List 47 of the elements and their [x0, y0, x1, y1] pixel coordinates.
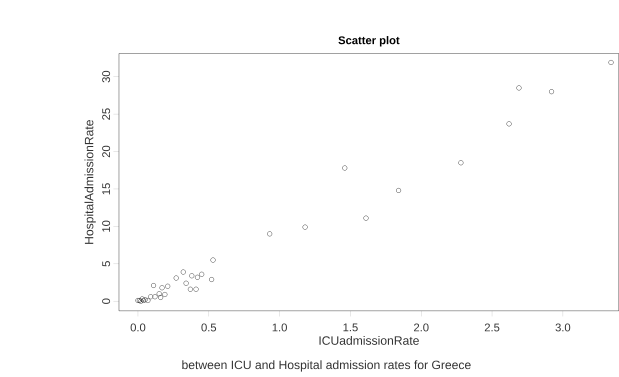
point	[174, 276, 179, 281]
point	[156, 291, 162, 296]
y-tick-label: 20	[102, 146, 110, 158]
point	[189, 273, 194, 278]
point	[152, 294, 158, 300]
y-axis-title: HospitalAdmissionRate	[84, 120, 96, 244]
point	[608, 60, 614, 66]
point	[165, 284, 170, 289]
point	[458, 160, 464, 166]
x-tick-label: 1.0	[272, 324, 287, 332]
point	[549, 89, 554, 94]
point	[199, 272, 204, 277]
point	[180, 270, 186, 275]
point	[267, 231, 272, 237]
point	[302, 224, 308, 230]
point	[162, 292, 168, 298]
point	[516, 86, 522, 91]
x-tick-label: 3.0	[556, 324, 570, 332]
point	[145, 298, 150, 304]
point	[210, 258, 216, 263]
text: between ICU and Hospital admission rates for Greece	[182, 360, 471, 372]
y-tick-label: 25	[102, 108, 110, 120]
y-tick-label: 30	[102, 71, 110, 83]
y-tick-label: 15	[102, 183, 110, 194]
x-tick-label: 0.0	[130, 324, 146, 332]
point	[342, 166, 348, 171]
point	[194, 274, 200, 280]
x-tick-label: 1.5	[343, 324, 358, 332]
x-axis-title: ICUadmissionRate	[319, 336, 419, 345]
point	[158, 295, 164, 300]
x-tick-label: 0.5	[201, 324, 216, 332]
x-tick-label: 2.5	[484, 324, 500, 332]
point	[363, 216, 369, 221]
y-tick-label: 10	[102, 220, 110, 232]
y-tick-label: 0	[102, 298, 110, 304]
point	[151, 283, 156, 288]
point	[184, 280, 189, 286]
point	[396, 188, 402, 194]
x-tick-label: 2.0	[414, 324, 429, 332]
point	[506, 121, 512, 126]
y-tick-label: 5	[102, 261, 110, 267]
point	[194, 286, 199, 292]
point	[209, 277, 214, 282]
point	[148, 294, 154, 300]
point	[160, 285, 165, 290]
point	[188, 286, 193, 292]
chart-title: Scatter plot	[338, 36, 400, 47]
